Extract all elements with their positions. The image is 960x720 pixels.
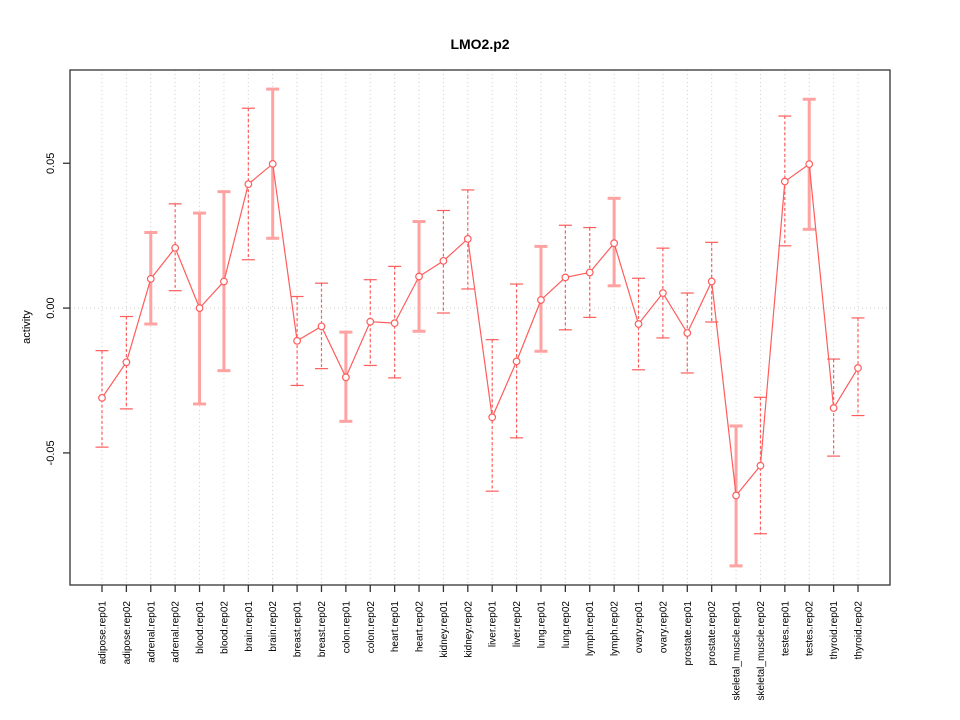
data-point-marker (244, 180, 253, 189)
data-point-marker (366, 317, 375, 326)
data-point-marker (146, 274, 155, 283)
data-point-marker (488, 413, 497, 422)
x-tick-label: adrenal.rep02 (171, 601, 182, 663)
x-tick-label: breast.rep01 (293, 601, 304, 658)
x-tick-label: kidney.rep01 (439, 601, 450, 658)
x-tick-label: prostate.rep02 (707, 601, 718, 666)
data-point-marker (415, 272, 423, 281)
x-tick-label: lymph.rep02 (610, 601, 621, 656)
x-tick-label: lung.rep02 (561, 601, 572, 649)
data-point-marker (610, 239, 619, 248)
y-tick-label: 0.00 (45, 297, 57, 318)
x-tick-label: brain.rep01 (244, 601, 255, 652)
x-tick-label: thyroid.rep01 (829, 601, 840, 660)
x-tick-label: adrenal.rep01 (146, 601, 157, 663)
data-point-marker (561, 273, 570, 282)
data-point-marker (780, 177, 789, 186)
data-point-marker (390, 319, 399, 328)
data-point-marker (854, 364, 862, 372)
data-point-marker (293, 336, 301, 345)
x-tick-label: skeletal_muscle.rep02 (756, 601, 767, 701)
data-point-marker (341, 373, 350, 382)
x-tick-label: breast.rep02 (317, 601, 328, 658)
data-point-marker (98, 393, 106, 402)
x-tick-label: skeletal_muscle.rep01 (732, 601, 743, 701)
x-tick-label: lymph.rep01 (585, 601, 596, 656)
data-point-marker (707, 277, 716, 286)
x-tick-label: testes.rep02 (805, 601, 816, 656)
x-tick-label: colon.rep02 (366, 601, 377, 654)
x-tick-label: thyroid.rep02 (854, 601, 865, 660)
x-tick-label: adipose.rep02 (122, 601, 133, 665)
data-point-marker (439, 256, 448, 265)
data-point-marker (195, 304, 204, 312)
data-point-marker (512, 357, 521, 366)
x-tick-label: blood.rep01 (195, 601, 206, 654)
x-tick-label: adipose.rep01 (98, 601, 109, 665)
x-tick-label: liver.rep02 (512, 601, 523, 648)
data-point-marker (805, 160, 814, 169)
y-tick-label: -0.05 (45, 440, 57, 465)
y-tick-label: 0.05 (45, 153, 57, 174)
x-tick-label: kidney.rep02 (463, 601, 474, 658)
data-point-marker (317, 322, 326, 331)
data-point-marker (220, 277, 228, 286)
data-point-marker (659, 289, 667, 297)
x-tick-label: heart.rep01 (390, 601, 401, 653)
data-point-marker (732, 491, 740, 500)
x-tick-label: brain.rep02 (268, 601, 279, 652)
x-tick-label: lung.rep01 (536, 601, 547, 649)
data-point-marker (634, 320, 643, 328)
data-point-marker (683, 329, 692, 337)
x-tick-label: heart.rep02 (415, 601, 426, 653)
series-line (101, 162, 859, 497)
chart-title: LMO2.p2 (450, 36, 510, 52)
data-point-marker (829, 404, 838, 412)
data-point-marker (756, 461, 765, 470)
x-tick-label: liver.rep01 (488, 601, 499, 648)
x-tick-label: prostate.rep01 (683, 601, 694, 666)
data-point-marker (463, 234, 472, 243)
x-tick-label: colon.rep01 (341, 601, 352, 654)
plot-box (69, 69, 891, 586)
data-point-marker (268, 159, 277, 168)
x-tick-label: blood.rep02 (219, 601, 230, 654)
data-point-marker (585, 268, 594, 277)
data-point-marker (122, 358, 131, 367)
data-point-marker (171, 243, 180, 252)
x-tick-label: ovary.rep01 (634, 601, 645, 654)
x-tick-label: testes.rep01 (780, 601, 791, 656)
data-point-marker (537, 296, 545, 304)
x-tick-label: ovary.rep02 (658, 601, 669, 654)
